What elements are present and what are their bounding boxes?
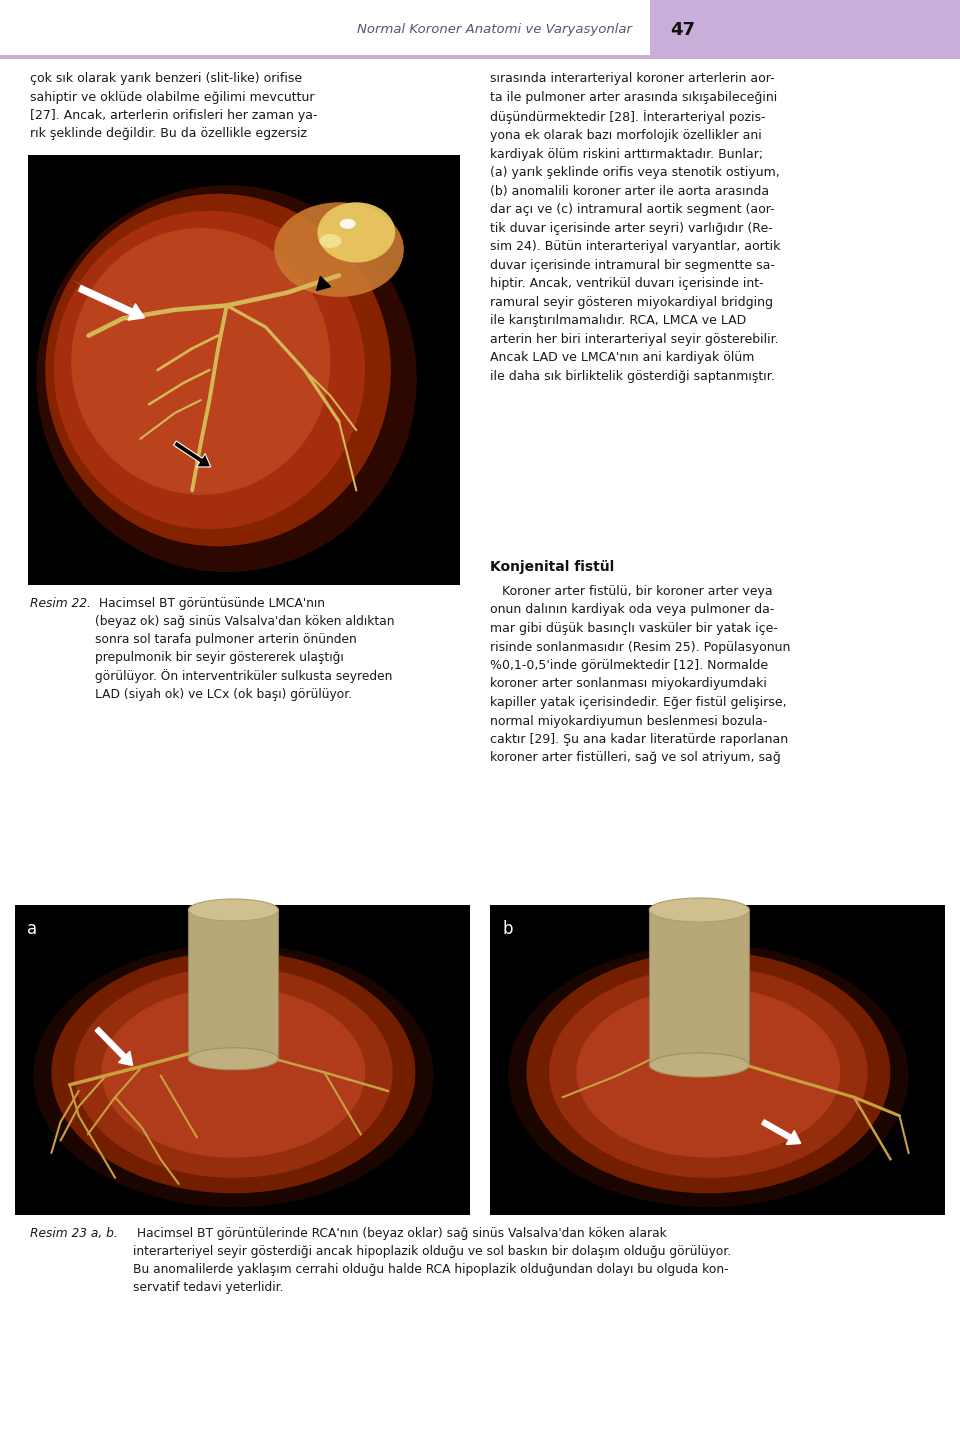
Text: çok sık olarak yarık benzeri (slit-like) orifise
sahiptir ve oklüde olabilme eği: çok sık olarak yarık benzeri (slit-like)… — [30, 72, 318, 140]
Ellipse shape — [275, 202, 404, 297]
Ellipse shape — [36, 185, 417, 571]
Bar — [490, 905, 945, 1215]
Bar — [188, 911, 278, 1059]
Ellipse shape — [188, 1048, 278, 1069]
FancyArrow shape — [762, 1120, 801, 1144]
Bar — [650, 0, 960, 55]
Bar — [15, 905, 470, 1215]
Ellipse shape — [649, 1053, 750, 1076]
Bar — [649, 911, 750, 1065]
Ellipse shape — [340, 219, 356, 229]
Text: a: a — [27, 921, 37, 938]
Ellipse shape — [549, 967, 868, 1177]
Text: Hacimsel BT görüntülerinde RCA'nın (beyaz oklar) sağ sinüs Valsalva'dan köken al: Hacimsel BT görüntülerinde RCA'nın (beya… — [133, 1227, 732, 1294]
Text: 47: 47 — [670, 22, 695, 39]
Bar — [0, 55, 960, 59]
Ellipse shape — [526, 951, 891, 1193]
Bar — [28, 154, 460, 584]
FancyArrow shape — [174, 442, 211, 468]
Ellipse shape — [102, 987, 366, 1157]
Ellipse shape — [188, 899, 278, 921]
Ellipse shape — [45, 193, 391, 547]
Ellipse shape — [508, 944, 908, 1208]
FancyArrow shape — [79, 286, 144, 320]
Ellipse shape — [318, 202, 396, 263]
Ellipse shape — [34, 944, 434, 1208]
Text: Koroner arter fistülü, bir koroner arter veya
onun dalının kardiyak oda veya pul: Koroner arter fistülü, bir koroner arter… — [490, 584, 790, 765]
Text: sırasında interarteriyal koroner arterlerin aor-
ta ile pulmoner arter arasında : sırasında interarteriyal koroner arterle… — [490, 72, 780, 382]
FancyArrow shape — [95, 1027, 132, 1065]
Ellipse shape — [576, 987, 840, 1157]
Ellipse shape — [54, 211, 365, 530]
Text: Normal Koroner Anatomi ve Varyasyonlar: Normal Koroner Anatomi ve Varyasyonlar — [357, 23, 632, 36]
Ellipse shape — [74, 967, 393, 1177]
Text: Resim 22.: Resim 22. — [30, 597, 91, 610]
Text: Hacimsel BT görüntüsünde LMCA'nın
(beyaz ok) sağ sinüs Valsalva'dan köken aldıkt: Hacimsel BT görüntüsünde LMCA'nın (beyaz… — [95, 597, 395, 701]
Ellipse shape — [649, 898, 750, 922]
Text: b: b — [502, 921, 513, 938]
Ellipse shape — [52, 951, 416, 1193]
Ellipse shape — [320, 234, 342, 248]
Ellipse shape — [71, 228, 330, 495]
Text: Resim 23 a, b.: Resim 23 a, b. — [30, 1227, 118, 1240]
Text: Konjenital fistül: Konjenital fistül — [490, 560, 614, 574]
